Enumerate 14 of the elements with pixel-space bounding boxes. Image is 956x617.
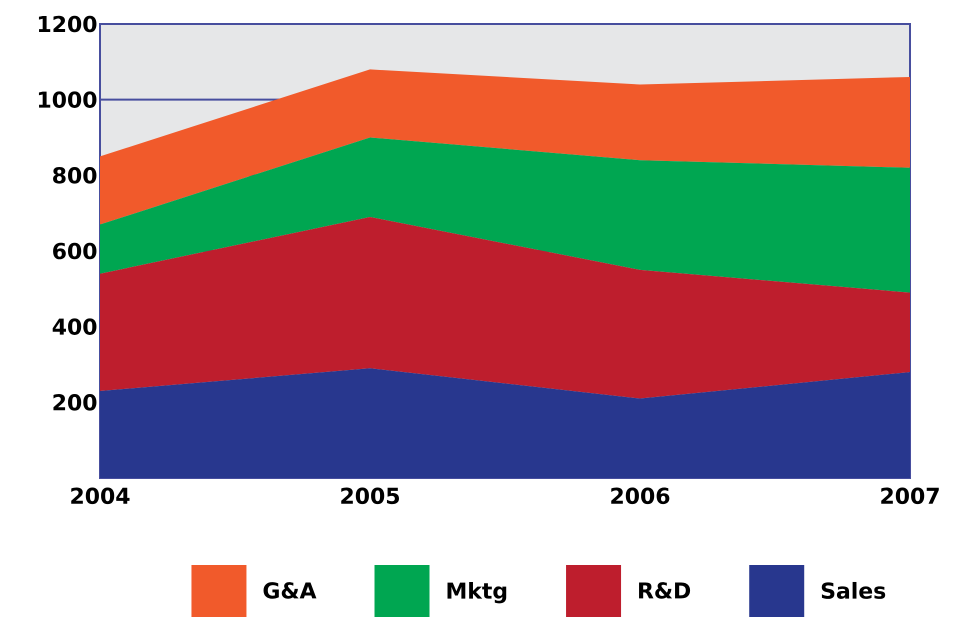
x-tick-label: 2005 <box>341 488 399 504</box>
legend-label: R&D <box>639 582 690 599</box>
legend-label: Mktg <box>448 582 506 604</box>
legend-label: Sales <box>822 582 886 599</box>
y-tick-label: 1200 <box>38 16 96 32</box>
x-tick-label: 2004 <box>71 488 130 504</box>
y-tick-label: 400 <box>52 318 96 335</box>
y-tick-label: 600 <box>53 242 96 260</box>
y-tick-label: 1000 <box>38 91 96 108</box>
y-tick-label: 200 <box>53 394 96 411</box>
x-tick-label: 2007 <box>881 488 939 504</box>
legend-label: G&A <box>264 582 316 599</box>
y-tick-label: 800 <box>53 167 96 184</box>
x-tick-label: 2006 <box>611 488 670 504</box>
